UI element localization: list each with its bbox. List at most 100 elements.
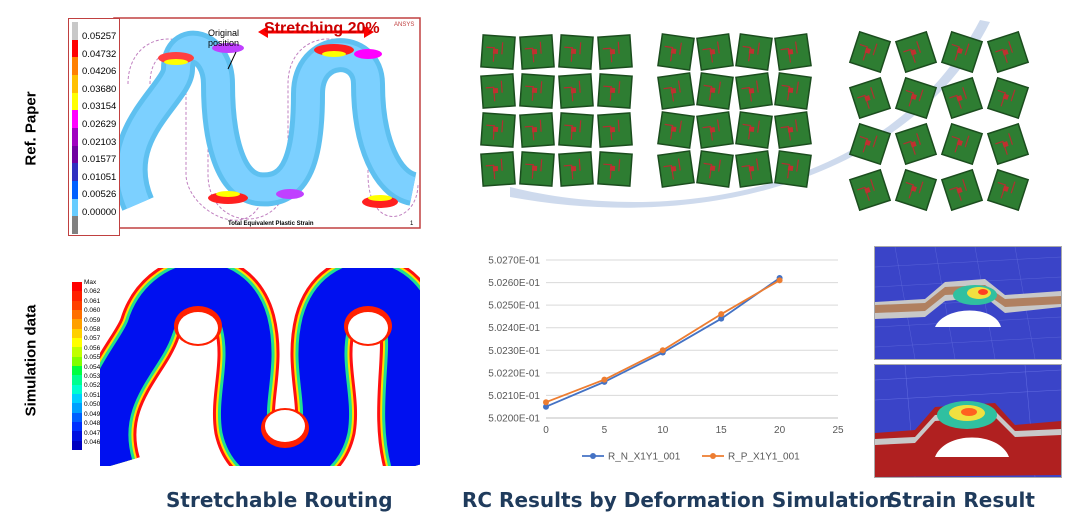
sim-colorbar-swatch <box>72 375 82 385</box>
y-tick-label: 5.0200E-01 <box>488 414 540 425</box>
stretchable-pcb-figure <box>470 12 1050 212</box>
pcb-connector <box>515 50 520 54</box>
ref-colorbar-label: 0.02629 <box>82 118 117 130</box>
pcb-island <box>894 76 938 120</box>
ref-colorbar-label: 0.01051 <box>82 171 117 183</box>
pcb-island <box>597 34 633 70</box>
sim-colorbar-swatch <box>72 384 82 394</box>
pcb-island <box>735 72 773 110</box>
pcb-island <box>657 150 695 188</box>
ref-colorbar-swatch <box>72 128 78 146</box>
pcb-island <box>558 151 594 187</box>
x-tick-label: 15 <box>716 425 728 436</box>
x-tick-label: 25 <box>832 425 844 436</box>
ref-colorbar-swatch <box>72 22 78 40</box>
sim-colorbar-swatch <box>72 356 82 366</box>
pcb-island <box>774 72 812 110</box>
pcb-island <box>558 34 594 70</box>
caption-stretchable-routing: Stretchable Routing <box>166 488 393 512</box>
pcb-island <box>597 112 633 148</box>
pcb-island <box>480 73 516 109</box>
pcb-island <box>848 76 892 120</box>
pcb-connector <box>515 167 520 171</box>
sim-colorbar-label: 0.061 <box>84 297 101 305</box>
sim-colorbar-swatch <box>72 422 82 432</box>
data-point <box>543 399 549 406</box>
pcb-island <box>657 111 695 149</box>
plot-bottom-label: Total Equivalent Plastic Strain <box>228 221 314 227</box>
sim-colorbar-swatch <box>72 328 82 338</box>
pcb-island <box>848 30 892 74</box>
sim-colorbar-swatch <box>72 366 82 376</box>
pcb-island <box>657 72 695 110</box>
x-tick-label: 5 <box>602 425 608 436</box>
ref-colorbar-swatch <box>72 92 78 111</box>
pcb-island <box>696 150 734 188</box>
ref-colorbar-swatch <box>72 181 78 199</box>
pcb-island <box>774 111 812 149</box>
pcb-island <box>940 168 984 212</box>
stretch-arrow <box>258 26 374 38</box>
ref-colorbar-label: 0.03154 <box>82 101 117 113</box>
pcb-island <box>848 122 892 166</box>
ref-colorbar-label: 0.00000 <box>82 206 117 218</box>
legend-marker <box>710 453 716 459</box>
pcb-island <box>519 151 555 187</box>
ref-colorbar-label: 0.01577 <box>82 154 117 166</box>
strain-hotspots <box>158 43 398 208</box>
pcb-island <box>519 112 555 148</box>
y-tick-label: 5.0260E-01 <box>488 278 540 289</box>
sim-colorbar-swatch <box>72 403 82 413</box>
pcb-connector <box>554 50 559 54</box>
data-point <box>601 376 608 383</box>
legend-label: R_P_X1Y1_001 <box>728 452 800 463</box>
data-point <box>718 315 725 322</box>
pcb-connector <box>593 89 598 93</box>
sim-colorbar-swatch <box>72 291 82 301</box>
sim-colorbar-label: 0.055 <box>84 354 101 362</box>
y-tick-label: 5.0210E-01 <box>488 391 540 402</box>
data-point <box>659 347 666 354</box>
rc-line-chart: 5.0200E-01 5.0210E-01 5.0220E-01 5.0230E-01… <box>462 248 852 474</box>
x-tick-label: 0 <box>543 425 549 436</box>
simulation-serpentine-svg <box>100 268 420 466</box>
pcb-connector <box>593 128 598 132</box>
row-label-simulation: Simulation data <box>22 304 40 417</box>
pcb-island <box>558 73 594 109</box>
pcb-island <box>986 122 1030 166</box>
pcb-island <box>735 33 773 71</box>
sim-colorbar-swatches <box>72 282 82 450</box>
sim-colorbar-label: 0.057 <box>84 335 101 343</box>
sim-colorbar-label: 0.048 <box>84 420 101 428</box>
caption-strain-result: Strain Result <box>888 488 1035 512</box>
sim-colorbar-swatch <box>72 440 82 450</box>
sim-colorbar-swatch <box>72 338 82 348</box>
ref-colorbar-swatches <box>72 22 78 234</box>
y-tick-label: 5.0250E-01 <box>488 301 540 312</box>
sim-colorbar-label: 0.060 <box>84 307 101 315</box>
pcb-island <box>940 122 984 166</box>
pcb-island <box>696 33 734 71</box>
sim-colorbar-swatch <box>72 300 82 310</box>
pcb-island <box>480 151 516 187</box>
pcb-island <box>696 72 734 110</box>
sim-colorbar-label: 0.058 <box>84 326 101 334</box>
series-line-1 <box>545 279 781 404</box>
sim-colorbar-label: Max <box>84 279 97 286</box>
ref-colorbar-label: 0.05257 <box>82 31 117 42</box>
x-tick-label: 10 <box>657 425 669 436</box>
sim-colorbar-label: 0.053 <box>84 373 101 381</box>
ref-colorbar-swatch <box>72 57 78 75</box>
y-tick-label: 5.0220E-01 <box>488 368 540 379</box>
sim-colorbar-label: 0.052 <box>84 382 101 390</box>
pcb-island <box>940 30 984 74</box>
pcb-island <box>986 30 1030 74</box>
sim-colorbar-label: 0.062 <box>84 288 101 296</box>
sim-colorbar-label: 0.046 <box>84 438 101 446</box>
pcb-connector <box>554 89 559 93</box>
ref-paper-svg <box>113 17 421 229</box>
pcb-connector <box>554 167 559 171</box>
pcb-island <box>986 168 1030 212</box>
rc-line-chart-svg: 5.0200E-01 5.0210E-01 5.0220E-01 5.0230E-01… <box>488 256 844 463</box>
sim-colorbar-swatch <box>72 347 82 357</box>
